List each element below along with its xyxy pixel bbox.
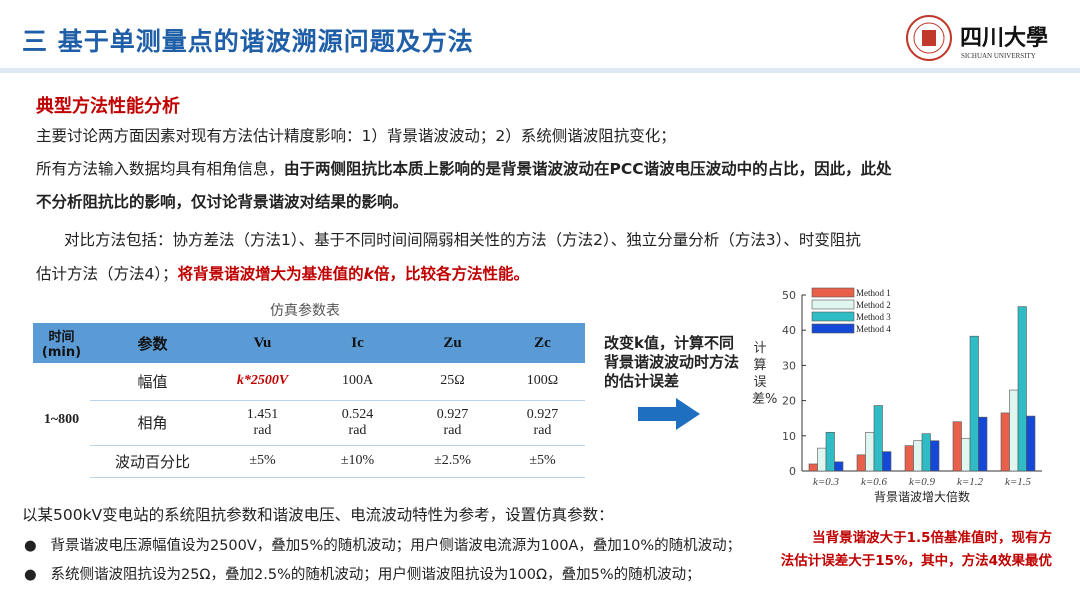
text-k: k (363, 265, 374, 283)
para-line-2: 所有方法输入数据均具有相角信息，由于两侧阻抗比本质上影响的是背景谐波波动在PCC… (36, 157, 892, 179)
y-tick-label: 0 (789, 465, 796, 478)
bar-method-2 (817, 447, 827, 472)
table-row: 1~800 幅值 k*2500V 100A 25Ω 100Ω (33, 363, 585, 427)
param-cell: 相角 (90, 400, 215, 446)
bar-method-2 (961, 437, 971, 472)
error-bar-chart: 0 10 20 30 40 50 k=0.3 k=0.6 k=0.9 k=1.2 k=1.5 背景谐波… (782, 287, 1042, 504)
col-zc: Zc (500, 323, 585, 363)
bar-method-1 (952, 421, 962, 472)
table-row: 相角 1.451 rad 0.524 rad 0.927 rad 0.927 r… (33, 400, 585, 446)
bar-method-4 (1026, 415, 1036, 472)
value-cell: 0.927 rad (405, 400, 500, 446)
param-cell: 幅值 (90, 363, 215, 401)
bar-method-4 (882, 451, 892, 472)
y-tick-label: 20 (782, 395, 796, 408)
y-tick-label: 30 (782, 359, 796, 372)
value-cell: ±5% (215, 445, 310, 478)
university-logo: 四川大學 SICHUAN UNIVERSITY (905, 12, 1070, 64)
para-line-5: 估计方法（方法4）；将背景谐波增大为基准值的k倍，比较各方法性能。 (36, 262, 529, 284)
legend-swatch (811, 287, 855, 298)
x-tick-label: k=1.2 (957, 476, 984, 488)
value-cell: 1.451 rad (215, 400, 310, 446)
legend-label: Method 4 (856, 324, 891, 334)
legend-swatch (811, 311, 855, 322)
table-header: 时间(min) 参数 Vu Ic Zu Zc (33, 323, 585, 363)
bar-method-3 (921, 433, 931, 472)
legend-label: Method 3 (856, 312, 891, 322)
x-tick-label: k=0.3 (813, 476, 840, 488)
bullet-item: ● 系统侧谐波阻抗设为25Ω，叠加2.5%的随机波动；用户侧谐波阻抗设为100Ω… (24, 567, 701, 583)
x-tick-label: k=0.9 (909, 476, 936, 488)
value-cell: k*2500V (215, 363, 310, 401)
bar-method-1 (856, 454, 866, 472)
bar-method-3 (969, 335, 979, 472)
bar-method-1 (1000, 412, 1010, 472)
col-ic: Ic (310, 323, 405, 363)
bar-method-1 (808, 463, 818, 472)
text-red: 倍，比较各方法性能。 (373, 265, 529, 283)
bullet-item: ● 背景谐波电压源幅值设为2500V，叠加5%的随机波动；用户侧谐波电流源为10… (24, 538, 742, 554)
y-tick-label: 10 (782, 430, 796, 443)
bar-method-1 (904, 445, 914, 472)
para-line-3: 不分析阻抗比的影响，仅讨论背景谐波对结果的影响。 (36, 193, 409, 211)
bottom-intro: 以某500kV变电站的系统阻抗参数和谐波电压、电流波动特性为参考，设置仿真参数： (22, 506, 614, 524)
conclusion-line: 法估计误差大于15%，其中，方法4效果最优 (780, 553, 1052, 569)
col-zu: Zu (405, 323, 500, 363)
legend-label: Method 1 (856, 288, 891, 298)
param-cell: 波动百分比 (90, 445, 215, 478)
bar-method-4 (834, 461, 844, 472)
bullet-text: 背景谐波电压源幅值设为2500V，叠加5%的随机波动；用户侧谐波电流源为100A… (50, 538, 742, 554)
para-line-4: 对比方法包括：协方差法（方法1）、基于不同时间间隔弱相关性的方法（方法2）、独立… (64, 231, 861, 249)
right-arrow-icon (638, 398, 700, 434)
bar-method-4 (978, 416, 988, 472)
conclusion-line: 当背景谐波大于1.5倍基准值时，现有方 (812, 530, 1052, 546)
x-tick-label: k=1.5 (1005, 476, 1032, 488)
bullet-text: 系统侧谐波阻抗设为25Ω，叠加2.5%的随机波动；用户侧谐波阻抗设为100Ω，叠… (50, 567, 701, 583)
x-tick-label: k=0.6 (861, 476, 888, 488)
value-cell: ±10% (310, 445, 405, 478)
bar-method-3 (1017, 306, 1027, 472)
text-red: 将背景谐波增大为基准值的 (177, 265, 364, 283)
y-tick-label: 40 (782, 324, 796, 337)
legend-swatch (811, 299, 855, 310)
col-time: 时间(min) (33, 323, 90, 363)
method-note: 改变k值，计算不同背景谐波波动时方法的估计误差 (604, 334, 740, 390)
bar-method-2 (865, 431, 875, 472)
legend-label: Method 2 (856, 300, 891, 310)
page-title: 三 基于单测量点的谐波溯源问题及方法 (22, 27, 474, 56)
bar-method-2 (913, 440, 923, 472)
chart-xlabel: 背景谐波增大倍数 (874, 489, 970, 504)
col-param: 参数 (90, 323, 215, 363)
text: 所有方法输入数据均具有相角信息， (36, 160, 285, 178)
bar-method-3 (825, 431, 835, 472)
bar-method-4 (930, 440, 940, 472)
value-cell: 100Ω (500, 363, 585, 401)
y-tick-label: 50 (782, 289, 796, 302)
text: 估计方法（方法4）； (36, 265, 178, 283)
svg-text:SICHUAN UNIVERSITY: SICHUAN UNIVERSITY (961, 52, 1036, 60)
svg-text:四川大學: 四川大學 (960, 25, 1048, 51)
section-heading: 典型方法性能分析 (36, 96, 180, 117)
value-cell: 100A (310, 363, 405, 401)
time-cell: 1~800 (43, 412, 80, 427)
value-cell: 25Ω (405, 363, 500, 401)
bar-method-3 (873, 405, 883, 472)
parameter-table: 时间(min) 参数 Vu Ic Zu Zc 1~800 幅值 k*2500V … (33, 323, 585, 478)
value-cell: ±2.5% (405, 445, 500, 478)
header-divider (0, 68, 1080, 73)
value-cell: 0.524 rad (310, 400, 405, 446)
value-cell: ±5% (500, 445, 585, 478)
legend-swatch (811, 323, 855, 334)
col-vu: Vu (215, 323, 310, 363)
conclusion-text: 当背景谐波大于1.5倍基准值时，现有方法估计误差大于15%，其中，方法4效果最优 (780, 527, 1052, 573)
para-line-1: 主要讨论两方面因素对现有方法估计精度影响：1）背景谐波波动；2）系统侧谐波阻抗变… (36, 127, 676, 145)
bar-method-2 (1009, 389, 1019, 472)
table-caption: 仿真参数表 (270, 303, 340, 319)
value-cell: 0.927 rad (500, 400, 585, 446)
text-bold: 由于两侧阻抗比本质上影响的是背景谐波波动在PCC谐波电压波动中的占比，因此，此处 (284, 160, 892, 178)
table-row: 波动百分比 ±5% ±10% ±2.5% ±5% (33, 445, 585, 478)
